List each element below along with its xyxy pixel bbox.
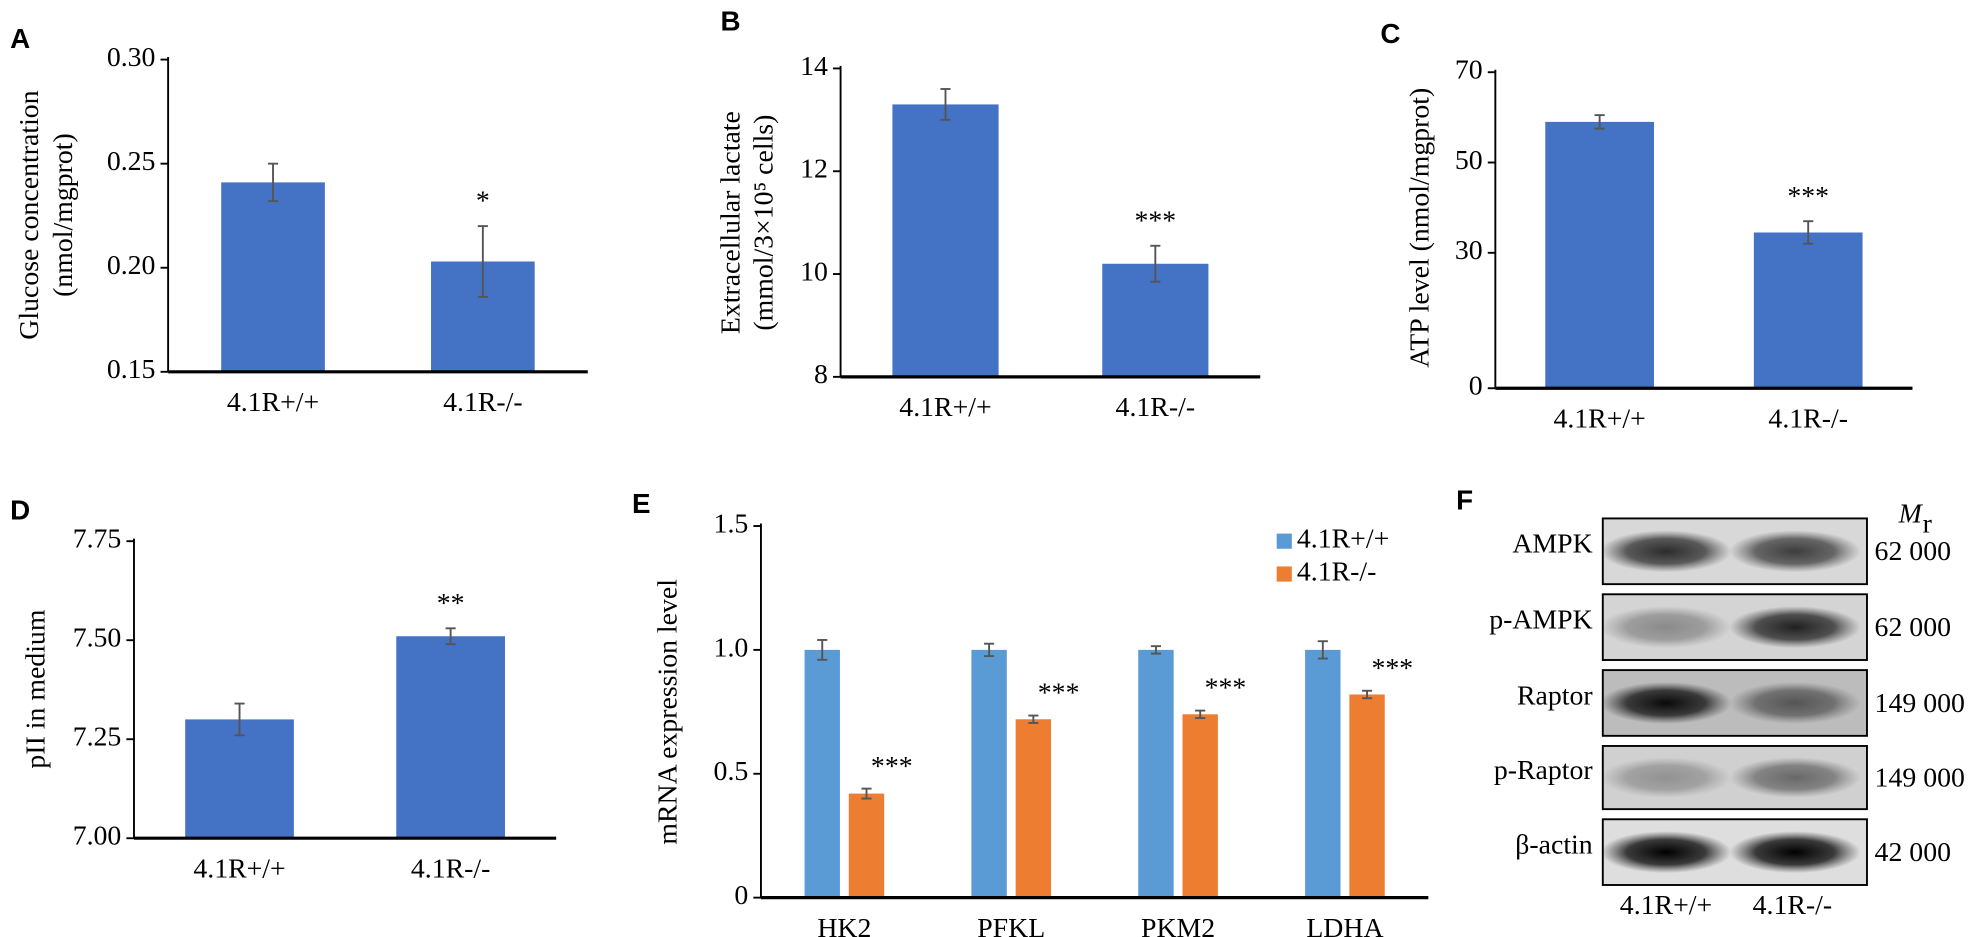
x-tick-label: 4.1R+/+	[227, 387, 319, 418]
bar	[1753, 232, 1863, 389]
x-tick-label: 4.1R-/-	[443, 387, 523, 418]
blot-band	[1600, 757, 1732, 798]
blot-row-label: AMPK	[1512, 529, 1592, 560]
blot-mr-label: 42 000	[1875, 837, 1951, 868]
significance: **	[437, 588, 465, 619]
bar	[1138, 649, 1174, 898]
blot-row-label: p-AMPK	[1489, 604, 1592, 635]
blot-band	[1600, 831, 1732, 874]
bar	[221, 182, 325, 372]
blot-band	[1600, 606, 1732, 649]
legend-label: 4.1R+/+	[1297, 524, 1389, 555]
y-tick-label: 50	[1455, 145, 1483, 176]
y-tick-label: 0.30	[107, 42, 156, 73]
y-axis-label: Extracellular lactate	[716, 111, 747, 334]
bar	[892, 104, 999, 377]
blot-mr-label: 149 000	[1875, 688, 1965, 719]
bar	[971, 649, 1007, 898]
x-tick-label: 4.1R-/-	[411, 853, 491, 884]
y-tick-label: 14	[800, 51, 828, 82]
y-tick-label: 10	[800, 256, 828, 287]
y-tick-label: 7.75	[73, 524, 122, 555]
y-tick-label: 0.5	[714, 756, 749, 787]
blot-mr-label: 62 000	[1875, 536, 1951, 567]
mr-header: M	[1898, 498, 1924, 529]
y-tick-label: 1.0	[714, 632, 749, 663]
significance: ***	[1371, 653, 1413, 684]
y-tick-label: 0.25	[107, 146, 156, 177]
blot-mr-label: 62 000	[1875, 612, 1951, 643]
y-axis-label: pII in medium	[20, 609, 51, 768]
blot-mr-label: 149 000	[1875, 762, 1965, 793]
legend-swatch	[1276, 566, 1292, 582]
bar	[804, 649, 840, 898]
x-tick-label: HK2	[817, 913, 871, 937]
legend-label: 4.1R-/-	[1297, 556, 1377, 587]
bar	[848, 793, 885, 898]
y-tick-label: 0	[1469, 371, 1483, 402]
x-tick-label: 4.1R+/+	[899, 392, 991, 423]
blot-row-label: Raptor	[1517, 680, 1593, 711]
panel-label: B	[720, 5, 740, 36]
blot-band	[1600, 530, 1732, 573]
significance: ***	[1038, 678, 1080, 709]
panel-label: D	[10, 494, 30, 525]
blot-column-label: 4.1R-/-	[1753, 890, 1833, 921]
panel-label: F	[1456, 484, 1473, 515]
significance: ***	[871, 751, 913, 782]
blot-band	[1729, 757, 1861, 798]
significance: ***	[1134, 205, 1176, 236]
significance: ***	[1205, 673, 1247, 704]
blot-band	[1729, 530, 1861, 573]
y-tick-label: 1.5	[714, 508, 749, 539]
blot-row-label: p-Raptor	[1494, 755, 1594, 786]
y-tick-label: 0.20	[107, 250, 156, 281]
bar	[185, 719, 294, 839]
bar	[1349, 694, 1385, 898]
panel-label: A	[10, 23, 30, 54]
y-axis-label: (mmol/3×10⁵ cells)	[748, 115, 779, 331]
bar	[1182, 714, 1218, 898]
y-axis-label: Glucose concentration	[14, 90, 45, 339]
y-tick-label: 0	[734, 880, 748, 911]
y-tick-label: 7.25	[73, 722, 122, 753]
x-tick-label: LDHA	[1306, 913, 1383, 937]
panel-label: E	[632, 488, 651, 519]
y-tick-label: 12	[800, 154, 828, 185]
y-axis-label: mRNA expression level	[652, 579, 683, 845]
y-tick-label: 7.50	[73, 623, 122, 654]
bar	[1305, 649, 1341, 898]
x-tick-label: 4.1R-/-	[1116, 392, 1196, 423]
legend-swatch	[1276, 533, 1292, 549]
x-tick-label: 4.1R+/+	[193, 853, 285, 884]
y-tick-label: 0.15	[107, 354, 156, 385]
y-tick-label: 30	[1455, 235, 1483, 266]
blot-row-label: β-actin	[1515, 829, 1593, 860]
blot-column-label: 4.1R+/+	[1620, 890, 1712, 921]
y-tick-label: 8	[814, 359, 828, 390]
y-tick-label: 70	[1455, 55, 1483, 86]
significance: ***	[1787, 181, 1829, 212]
significance: *	[476, 186, 490, 217]
blot-band	[1729, 606, 1861, 649]
blot-band	[1729, 831, 1861, 874]
bar	[1545, 121, 1654, 389]
x-tick-label: 4.1R+/+	[1553, 403, 1645, 434]
x-tick-label: 4.1R-/-	[1768, 403, 1848, 434]
blot-band	[1729, 681, 1861, 725]
mr-sub: r	[1923, 508, 1933, 539]
blot-band	[1600, 681, 1732, 725]
y-axis-label: ATP level (nmol/mgprot)	[1404, 88, 1435, 368]
x-tick-label: PFKL	[977, 913, 1045, 937]
bar	[396, 636, 505, 839]
y-axis-label: (nmol/mgprot)	[48, 133, 79, 297]
x-tick-label: PKM2	[1141, 913, 1215, 937]
bar	[1015, 719, 1052, 898]
panel-label: C	[1380, 18, 1400, 49]
y-tick-label: 7.00	[73, 821, 122, 852]
